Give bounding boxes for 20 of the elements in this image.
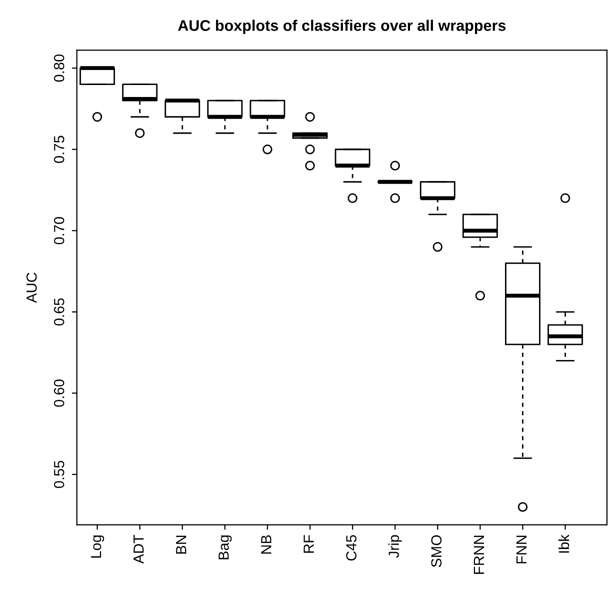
x-tick-label: Log	[91, 535, 104, 558]
x-tick-label: Bag	[218, 535, 232, 560]
x-tick-label: NB	[261, 535, 272, 554]
y-tick-label: 0.75	[54, 136, 64, 163]
y-tick-label: 0.60	[54, 380, 64, 407]
chart-title: AUC boxplots of classifiers over all wrappers	[178, 20, 506, 34]
x-tick-label: SMO	[431, 535, 442, 568]
x-tick-label: BN	[176, 536, 186, 554]
y-tick-label: 0.80	[54, 54, 64, 82]
x-tick-label: Ibk	[558, 534, 570, 553]
x-tick-label: ADT	[134, 534, 144, 564]
x-tick-label: FRNN	[474, 536, 484, 574]
x-tick-label: C45	[346, 535, 356, 561]
y-tick-label: 0.65	[54, 298, 64, 326]
y-tick-label: 0.70	[54, 217, 64, 244]
x-tick-label: RF	[304, 535, 314, 553]
x-tick-label: FNN	[516, 536, 526, 564]
y-tick-label: 0.55	[54, 460, 64, 488]
x-tick-label: Jrip	[388, 535, 402, 558]
y-axis-title: AUC	[26, 272, 37, 303]
